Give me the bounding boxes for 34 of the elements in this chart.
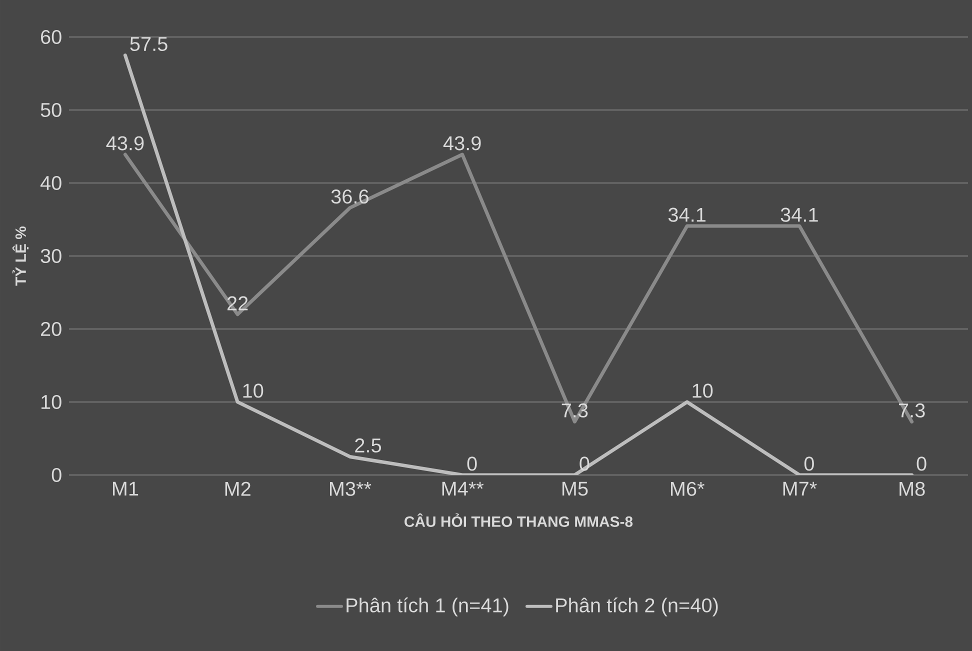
x-tick-label: M6*	[670, 482, 704, 496]
data-label: 36.6	[331, 190, 368, 204]
y-axis-title: TỶ LỆ %	[12, 226, 29, 286]
data-label: 43.9	[443, 136, 481, 150]
x-tick-label: M7*	[783, 482, 817, 496]
y-tick-label: 10	[42, 394, 62, 410]
data-label: 7.3	[562, 403, 588, 418]
data-label: 10	[243, 384, 264, 398]
y-tick-label: 40	[40, 176, 62, 190]
x-tick-label: M8	[900, 482, 925, 496]
legend-label: Phân tích 1 (n=41)	[346, 598, 508, 616]
y-tick-label: 0	[52, 468, 62, 482]
x-tick-label: M3**	[330, 482, 372, 496]
data-label: 34.1	[668, 208, 706, 222]
x-axis-title: CÂU HỎI THEO THANG MMAS-8	[404, 513, 633, 527]
data-label: 57.5	[130, 37, 168, 52]
data-label: 0	[467, 456, 477, 471]
data-label: 2.5	[355, 438, 382, 453]
x-tick-label: M4**	[442, 482, 484, 496]
y-tick-label: 60	[41, 30, 62, 44]
x-tick-label: M2	[225, 482, 250, 496]
data-label: 22	[227, 296, 248, 310]
data-label: 0	[916, 456, 926, 471]
data-label: 34.1	[780, 208, 818, 222]
data-label: 7.3	[898, 403, 925, 418]
x-tick-label: M5	[562, 482, 588, 496]
y-tick-label: 50	[40, 102, 62, 118]
data-label: 43.9	[106, 136, 144, 150]
data-label: 10	[692, 384, 713, 398]
data-label: 0	[804, 456, 814, 471]
legend-label: Phân tích 2 (n=40)	[556, 598, 718, 616]
y-tick-label: 30	[40, 248, 62, 264]
y-tick-label: 20	[41, 322, 62, 336]
x-tick-label: M1	[112, 482, 138, 496]
